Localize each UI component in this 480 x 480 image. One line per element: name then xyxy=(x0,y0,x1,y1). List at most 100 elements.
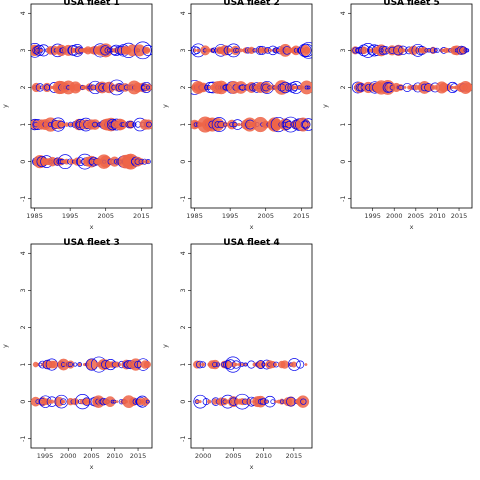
observed-point xyxy=(306,123,310,127)
y-axis-label: y xyxy=(161,344,169,348)
panel-title: USA fleet 1 xyxy=(63,0,119,8)
x-tick-label: 2010 xyxy=(429,212,446,220)
observed-point xyxy=(296,395,310,408)
predicted-point xyxy=(270,399,276,404)
predicted-point xyxy=(304,85,309,90)
observed-point xyxy=(403,48,407,53)
y-axis-label: y xyxy=(321,104,329,108)
y-axis-label: y xyxy=(1,104,9,108)
y-tick-label: 0 xyxy=(179,160,187,164)
observed-point xyxy=(146,48,151,53)
predicted-point xyxy=(193,394,208,409)
observed-point xyxy=(49,399,55,404)
predicted-point xyxy=(77,362,83,367)
y-tick-label: 4 xyxy=(19,251,27,255)
predicted-point xyxy=(38,48,44,53)
x-tick-label: 2015 xyxy=(286,452,303,460)
y-tick-label: 1 xyxy=(179,362,187,366)
predicted-point xyxy=(146,85,151,90)
observed-point xyxy=(146,160,150,164)
observed-point xyxy=(304,363,308,366)
data-points xyxy=(193,356,310,410)
plot-frame xyxy=(350,3,473,209)
observed-point xyxy=(207,399,212,404)
panel-title: USA fleet 4 xyxy=(223,238,279,248)
observed-point xyxy=(251,48,256,53)
observed-point xyxy=(421,47,428,54)
observed-point xyxy=(303,46,311,54)
plot-frame xyxy=(190,3,313,209)
observed-point xyxy=(196,48,200,53)
y-tick-label: 4 xyxy=(179,11,187,15)
y-tick-label: -1 xyxy=(179,195,187,201)
predicted-point xyxy=(306,85,311,90)
predicted-point xyxy=(300,42,312,59)
observed-point xyxy=(50,360,59,369)
observed-point xyxy=(115,400,119,404)
observed-point xyxy=(238,48,243,53)
data-points xyxy=(31,356,151,410)
x-tick-label: 1995 xyxy=(222,212,239,220)
observed-point xyxy=(207,86,211,89)
observed-point xyxy=(201,362,206,367)
y-tick-label: 4 xyxy=(19,11,27,15)
data-points xyxy=(31,41,152,170)
predicted-point xyxy=(92,121,98,128)
observed-point xyxy=(290,361,297,368)
predicted-point xyxy=(379,48,384,53)
predicted-point xyxy=(232,122,238,127)
predicted-point xyxy=(133,41,152,60)
predicted-point xyxy=(34,44,45,56)
observed-point xyxy=(144,83,152,92)
x-tick-label: 2005 xyxy=(408,212,425,220)
y-tick-label: 4 xyxy=(339,11,347,15)
x-tick-label: 2005 xyxy=(257,212,274,220)
panel-4: USA fleet 3 1995 2000 2005 2010 2015 -1 0 1 2 3 4 x y xyxy=(1,238,153,471)
y-tick-label: 2 xyxy=(19,85,27,89)
x-axis-label: x xyxy=(410,223,414,231)
predicted-point xyxy=(145,399,150,404)
observed-point xyxy=(234,362,238,367)
y-tick-label: 3 xyxy=(19,288,27,292)
panel-3: USA fleet 5 1995 2000 2005 2010 2015 -1 0 1 2 3 4 x y xyxy=(321,0,473,231)
observed-point xyxy=(274,363,278,367)
observed-point xyxy=(242,86,246,89)
predicted-point xyxy=(67,361,73,368)
panel-1: USA fleet 1 1985 1995 2005 2015 -1 0 1 2 3 4 x y xyxy=(1,0,153,231)
y-tick-label: 3 xyxy=(339,48,347,52)
x-tick-label: 2015 xyxy=(293,212,310,220)
observed-point xyxy=(274,400,278,404)
x-tick-label: 2010 xyxy=(106,452,123,460)
y-tick-label: 0 xyxy=(19,400,27,404)
y-tick-label: 1 xyxy=(179,122,187,126)
y-tick-label: 2 xyxy=(19,325,27,329)
x-tick-label: 1985 xyxy=(186,212,203,220)
y-tick-label: 3 xyxy=(179,288,187,292)
x-axis-label: x xyxy=(250,223,254,231)
observed-point xyxy=(280,360,289,369)
predicted-point xyxy=(127,120,135,129)
observed-point xyxy=(198,400,202,404)
observed-point xyxy=(40,48,44,52)
y-tick-label: -1 xyxy=(19,435,27,441)
predicted-point xyxy=(264,399,269,404)
x-tick-label: 1985 xyxy=(26,212,43,220)
predicted-point xyxy=(398,45,408,56)
panel-title: USA fleet 3 xyxy=(63,238,119,248)
x-tick-label: 2000 xyxy=(386,212,403,220)
y-tick-label: -1 xyxy=(179,435,187,441)
plot-frame xyxy=(190,243,313,449)
observed-point xyxy=(281,84,287,90)
predicted-point xyxy=(132,122,137,127)
y-tick-label: 0 xyxy=(339,160,347,164)
x-tick-label: 1995 xyxy=(364,212,381,220)
predicted-point xyxy=(434,47,440,54)
x-tick-label: 2000 xyxy=(60,452,77,460)
data-points xyxy=(191,42,312,133)
x-axis-label: x xyxy=(250,463,254,471)
y-tick-label: 3 xyxy=(19,48,27,52)
y-tick-label: -1 xyxy=(339,195,347,201)
panel-2: USA fleet 2 1985 1995 2005 2015 -1 0 1 2 3 4 x y xyxy=(161,0,313,231)
predicted-point xyxy=(287,358,301,371)
y-tick-label: -1 xyxy=(19,195,27,201)
